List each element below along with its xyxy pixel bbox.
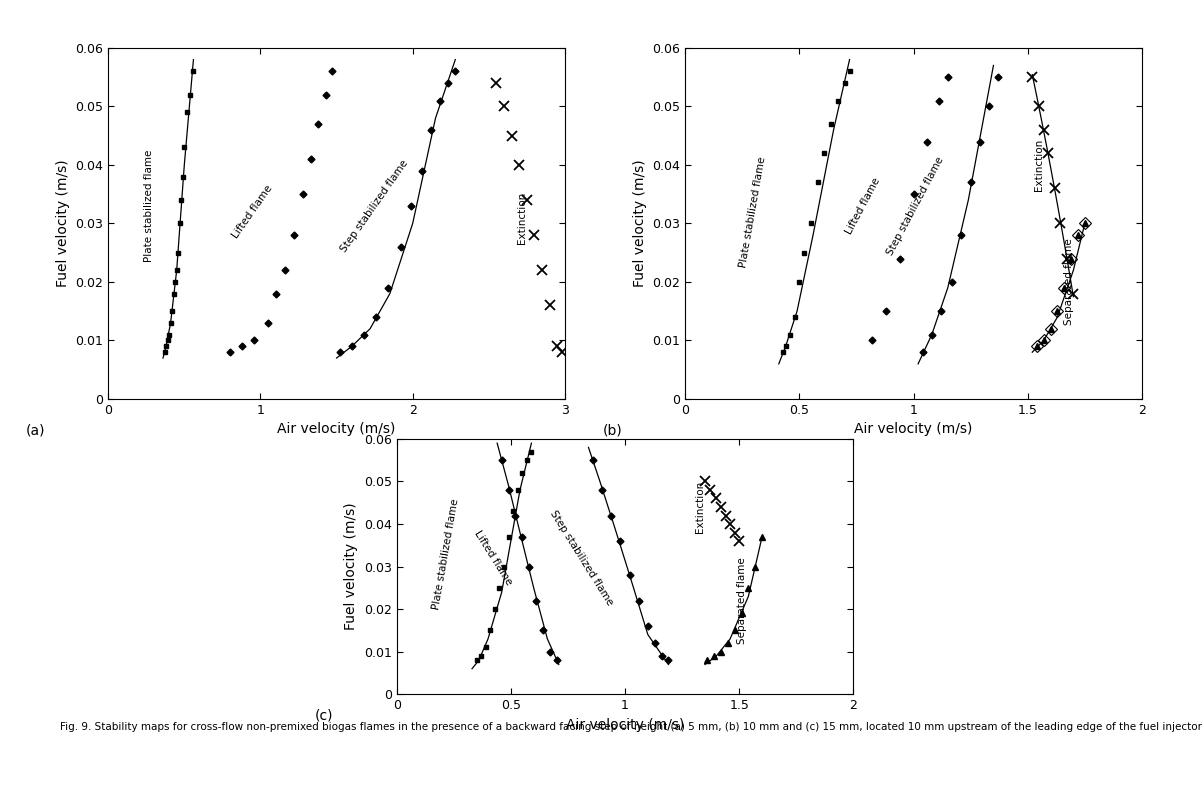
Text: Fig. 9. Stability maps for cross-flow non-premixed biogas flames in the presence: Fig. 9. Stability maps for cross-flow no… <box>60 722 1202 733</box>
Text: Plate stabilized flame: Plate stabilized flame <box>738 156 767 268</box>
Text: (a): (a) <box>26 423 46 437</box>
Text: Lifted flame: Lifted flame <box>844 176 882 235</box>
Text: Extinction: Extinction <box>517 192 528 243</box>
Text: Extinction: Extinction <box>1034 139 1045 191</box>
Text: Separated flame: Separated flame <box>737 557 746 644</box>
Text: Plate stabilized flame: Plate stabilized flame <box>144 150 154 262</box>
Text: Lifted flame: Lifted flame <box>231 184 275 240</box>
Text: Plate stabilized flame: Plate stabilized flame <box>432 498 460 610</box>
Text: (c): (c) <box>315 709 333 723</box>
Text: Lifted flame: Lifted flame <box>472 529 513 587</box>
Text: Step stabilized flame: Step stabilized flame <box>339 158 410 254</box>
X-axis label: Air velocity (m/s): Air velocity (m/s) <box>278 422 395 437</box>
Text: (b): (b) <box>603 423 623 437</box>
Y-axis label: Fuel velocity (m/s): Fuel velocity (m/s) <box>344 503 358 630</box>
X-axis label: Air velocity (m/s): Air velocity (m/s) <box>855 422 972 437</box>
Y-axis label: Fuel velocity (m/s): Fuel velocity (m/s) <box>632 160 647 287</box>
Text: Extinction: Extinction <box>696 481 706 533</box>
Text: Step stabilized flame: Step stabilized flame <box>548 509 615 607</box>
X-axis label: Air velocity (m/s): Air velocity (m/s) <box>566 717 684 732</box>
Y-axis label: Fuel velocity (m/s): Fuel velocity (m/s) <box>55 160 70 287</box>
Text: Step stabilized flame: Step stabilized flame <box>886 155 946 257</box>
Text: Separated flame: Separated flame <box>1064 239 1073 326</box>
